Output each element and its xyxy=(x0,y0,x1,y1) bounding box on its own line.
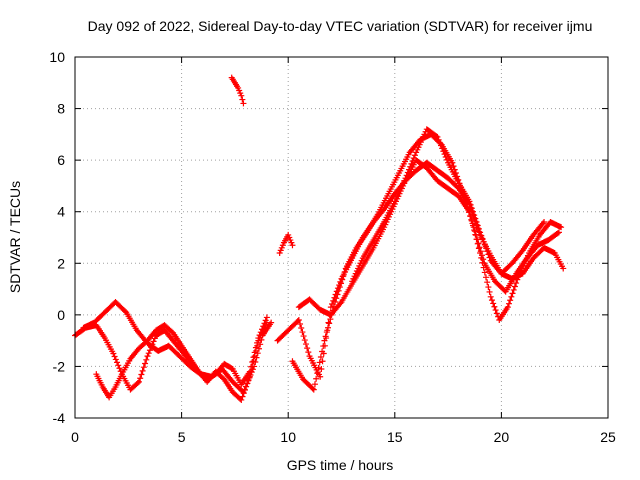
x-tick-label: 0 xyxy=(71,429,79,445)
x-tick-label: 10 xyxy=(280,429,296,445)
y-tick-label: 10 xyxy=(49,49,65,65)
plot-border xyxy=(74,56,609,419)
y-axis-label: SDTVAR / TECUs xyxy=(7,181,23,293)
data-series xyxy=(93,319,270,403)
data-series xyxy=(349,126,548,285)
data-point-markers xyxy=(276,231,296,256)
data-point-markers xyxy=(228,74,247,107)
x-tick-label: 25 xyxy=(600,429,616,445)
axis-ticks: 0 5 10 15 20 25 -4 -2 0 2 4 6 8 10 xyxy=(49,49,616,445)
x-tick-label: 5 xyxy=(178,429,186,445)
y-tick-label: 4 xyxy=(57,204,65,220)
y-tick-label: 2 xyxy=(57,255,65,271)
data-series xyxy=(276,231,296,256)
y-tick-label: -2 xyxy=(53,358,66,374)
y-tick-label: 8 xyxy=(57,101,65,117)
data-point-markers xyxy=(93,319,270,403)
data-point-markers xyxy=(349,126,548,285)
y-tick-label: 6 xyxy=(57,152,65,168)
y-tick-label: 0 xyxy=(57,307,65,323)
x-tick-label: 15 xyxy=(387,429,403,445)
x-tick-label: 20 xyxy=(494,429,510,445)
x-axis-label: GPS time / hours xyxy=(287,457,394,473)
chart-title: Day 092 of 2022, Sidereal Day-to-day VTE… xyxy=(88,18,593,34)
data-series xyxy=(228,74,247,107)
y-tick-label: -4 xyxy=(53,410,66,426)
